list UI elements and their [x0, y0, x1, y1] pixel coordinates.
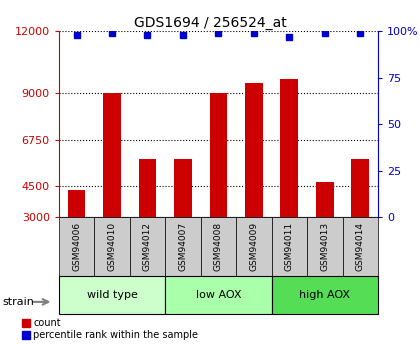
- Bar: [130, 217, 165, 276]
- Bar: [272, 217, 307, 276]
- Bar: [210, 93, 227, 217]
- Bar: [201, 217, 236, 276]
- Bar: [68, 190, 85, 217]
- Text: GSM94007: GSM94007: [178, 222, 187, 271]
- Text: GSM94010: GSM94010: [108, 222, 116, 271]
- Text: low AOX: low AOX: [196, 290, 241, 300]
- Bar: [307, 217, 343, 276]
- Text: GSM94006: GSM94006: [72, 222, 81, 271]
- Bar: [272, 276, 378, 314]
- Bar: [343, 217, 378, 276]
- Text: GSM94009: GSM94009: [249, 222, 258, 271]
- Bar: [59, 276, 165, 314]
- Bar: [103, 93, 121, 217]
- Bar: [165, 217, 201, 276]
- Text: strain: strain: [2, 297, 34, 307]
- Bar: [316, 182, 333, 217]
- Bar: [352, 159, 369, 217]
- Legend: count, percentile rank within the sample: count, percentile rank within the sample: [22, 318, 198, 340]
- Text: GDS1694 / 256524_at: GDS1694 / 256524_at: [134, 16, 286, 30]
- Text: GSM94008: GSM94008: [214, 222, 223, 271]
- Text: GSM94014: GSM94014: [356, 222, 365, 271]
- Text: high AOX: high AOX: [299, 290, 350, 300]
- Text: GSM94013: GSM94013: [320, 222, 329, 271]
- Bar: [245, 83, 263, 217]
- Bar: [94, 217, 130, 276]
- Text: GSM94011: GSM94011: [285, 222, 294, 271]
- Bar: [174, 159, 192, 217]
- Text: GSM94012: GSM94012: [143, 222, 152, 271]
- Bar: [236, 217, 272, 276]
- Bar: [139, 159, 156, 217]
- Bar: [281, 79, 298, 217]
- Bar: [165, 276, 272, 314]
- Text: wild type: wild type: [87, 290, 137, 300]
- Bar: [59, 217, 94, 276]
